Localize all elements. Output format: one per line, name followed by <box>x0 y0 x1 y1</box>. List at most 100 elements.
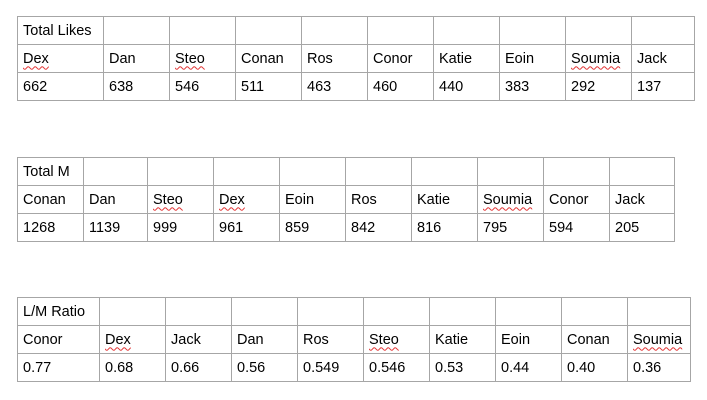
empty-cell <box>631 16 695 45</box>
name-cell: Jack <box>631 44 695 73</box>
empty-cell <box>565 16 632 45</box>
value-cell: 0.56 <box>231 353 298 382</box>
table-title: L/M Ratio <box>17 297 100 326</box>
name-text: Soumia <box>633 331 683 348</box>
name-text: Conor <box>23 331 63 348</box>
name-text: Dex <box>105 331 131 348</box>
empty-cell <box>609 157 675 186</box>
name-cell: Conor <box>543 185 610 214</box>
name-text: Ros <box>303 331 329 348</box>
name-cell: Conor <box>367 44 434 73</box>
name-cell: Dex <box>17 44 104 73</box>
empty-cell <box>301 16 368 45</box>
name-text: Katie <box>435 331 469 348</box>
name-text: Ros <box>351 191 377 208</box>
name-cell: Katie <box>429 325 496 354</box>
name-text: Dex <box>219 191 245 208</box>
value-cell: 0.53 <box>429 353 496 382</box>
name-text: Conor <box>549 191 589 208</box>
value-cell: 205 <box>609 213 675 242</box>
value-cell: 0.40 <box>561 353 628 382</box>
name-cell: Soumia <box>627 325 691 354</box>
values-row: 1268 1139 999 961 859 842 816 795 594 20… <box>17 213 675 242</box>
value-cell: 460 <box>367 72 434 101</box>
name-cell: Katie <box>433 44 500 73</box>
name-cell: Katie <box>411 185 478 214</box>
names-row: Conan Dan Steo Dex Eoin Ros Katie Soumia… <box>17 185 675 214</box>
empty-cell <box>279 157 346 186</box>
name-text: Jack <box>637 50 667 67</box>
empty-cell <box>367 16 434 45</box>
empty-cell <box>543 157 610 186</box>
empty-cell <box>477 157 544 186</box>
name-cell: Conan <box>17 185 84 214</box>
title-row: Total Likes <box>17 16 695 45</box>
empty-cell <box>363 297 430 326</box>
value-cell: 0.68 <box>99 353 166 382</box>
name-text: Eoin <box>285 191 315 208</box>
name-cell: Eoin <box>495 325 562 354</box>
empty-cell <box>165 297 232 326</box>
names-row: Dex Dan Steo Conan Ros Conor Katie Eoin … <box>17 44 695 73</box>
name-cell: Steo <box>147 185 214 214</box>
table-title: Total Likes <box>17 16 104 45</box>
name-text: Katie <box>439 50 473 67</box>
name-text: Jack <box>615 191 645 208</box>
name-text: Dan <box>237 331 264 348</box>
name-text: Soumia <box>483 191 533 208</box>
name-cell: Steo <box>169 44 236 73</box>
empty-cell <box>297 297 364 326</box>
empty-cell <box>627 297 691 326</box>
empty-cell <box>213 157 280 186</box>
name-text: Dan <box>89 191 116 208</box>
value-cell: 511 <box>235 72 302 101</box>
name-text: Steo <box>153 191 183 208</box>
value-cell: 383 <box>499 72 566 101</box>
name-text: Ros <box>307 50 333 67</box>
value-cell: 0.36 <box>627 353 691 382</box>
name-cell: Eoin <box>279 185 346 214</box>
value-cell: 463 <box>301 72 368 101</box>
names-row: Conor Dex Jack Dan Ros Steo Katie Eoin C… <box>17 325 691 354</box>
values-row: 0.77 0.68 0.66 0.56 0.549 0.546 0.53 0.4… <box>17 353 691 382</box>
empty-cell <box>411 157 478 186</box>
name-cell: Conan <box>561 325 628 354</box>
table-title: Total M <box>17 157 84 186</box>
name-cell: Dex <box>99 325 166 354</box>
value-cell: 1268 <box>17 213 84 242</box>
name-text: Conan <box>23 191 66 208</box>
empty-cell <box>499 16 566 45</box>
value-cell: 0.44 <box>495 353 562 382</box>
values-row: 662 638 546 511 463 460 440 383 292 137 <box>17 72 695 101</box>
value-cell: 1139 <box>83 213 148 242</box>
value-cell: 842 <box>345 213 412 242</box>
name-text: Soumia <box>571 50 621 67</box>
name-cell: Eoin <box>499 44 566 73</box>
empty-cell <box>561 297 628 326</box>
value-cell: 0.77 <box>17 353 100 382</box>
name-text: Katie <box>417 191 451 208</box>
empty-cell <box>433 16 500 45</box>
title-row: Total M <box>17 157 675 186</box>
name-text: Conan <box>567 331 610 348</box>
value-cell: 594 <box>543 213 610 242</box>
name-text: Conan <box>241 50 284 67</box>
empty-cell <box>99 297 166 326</box>
lm-ratio-table: L/M Ratio Conor Dex Jack Dan Ros Steo Ka… <box>17 297 691 382</box>
name-text: Jack <box>171 331 201 348</box>
empty-cell <box>231 297 298 326</box>
value-cell: 795 <box>477 213 544 242</box>
name-cell: Soumia <box>565 44 632 73</box>
value-cell: 638 <box>103 72 170 101</box>
empty-cell <box>429 297 496 326</box>
empty-cell <box>235 16 302 45</box>
name-cell: Dex <box>213 185 280 214</box>
name-cell: Dan <box>231 325 298 354</box>
name-cell: Ros <box>297 325 364 354</box>
value-cell: 662 <box>17 72 104 101</box>
total-m-table: Total M Conan Dan Steo Dex Eoin Ros Kati… <box>17 157 675 242</box>
empty-cell <box>83 157 148 186</box>
empty-cell <box>147 157 214 186</box>
name-cell: Conan <box>235 44 302 73</box>
name-cell: Dan <box>103 44 170 73</box>
